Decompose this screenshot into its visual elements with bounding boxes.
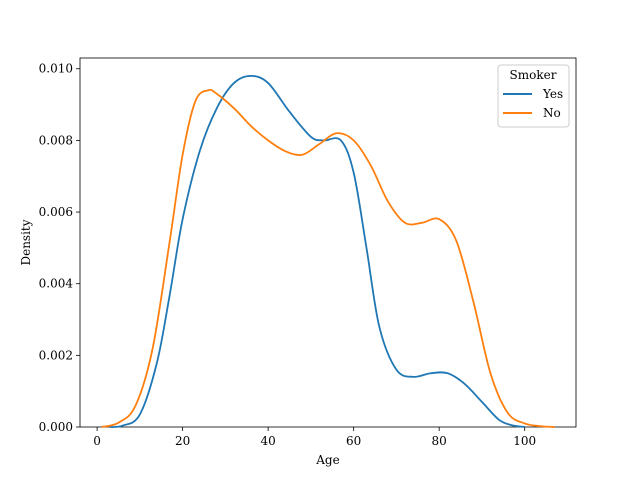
- y-tick-label: 0.008: [39, 133, 73, 147]
- x-tick-label: 40: [260, 434, 275, 448]
- y-axis-label: Density: [19, 219, 33, 265]
- series-line-no: [101, 88, 555, 428]
- y-axis: 0.000 0.002 0.004 0.006 0.008 0.010: [39, 62, 80, 434]
- series-line-yes: [109, 75, 525, 428]
- legend-label-no: No: [543, 106, 561, 120]
- x-tick-label: 0: [93, 434, 101, 448]
- legend: Smoker Yes No: [497, 64, 570, 128]
- legend-box: [497, 64, 570, 128]
- plot-area: [79, 57, 577, 428]
- legend-label-yes: Yes: [542, 87, 563, 101]
- x-tick-label: 80: [432, 434, 447, 448]
- x-axis: 0 20 40 60 80 100: [93, 427, 536, 448]
- y-tick-label: 0.000: [39, 420, 73, 434]
- y-tick-label: 0.010: [39, 62, 73, 76]
- x-axis-label: Age: [315, 453, 339, 467]
- x-tick-label: 100: [513, 434, 536, 448]
- x-tick-label: 20: [175, 434, 190, 448]
- axes-frame: [79, 57, 577, 428]
- y-tick-label: 0.002: [39, 348, 73, 362]
- x-tick-label: 60: [346, 434, 361, 448]
- legend-title: Smoker: [510, 68, 557, 82]
- y-tick-label: 0.006: [39, 205, 73, 219]
- series-group: [101, 75, 555, 428]
- y-tick-label: 0.004: [39, 277, 74, 291]
